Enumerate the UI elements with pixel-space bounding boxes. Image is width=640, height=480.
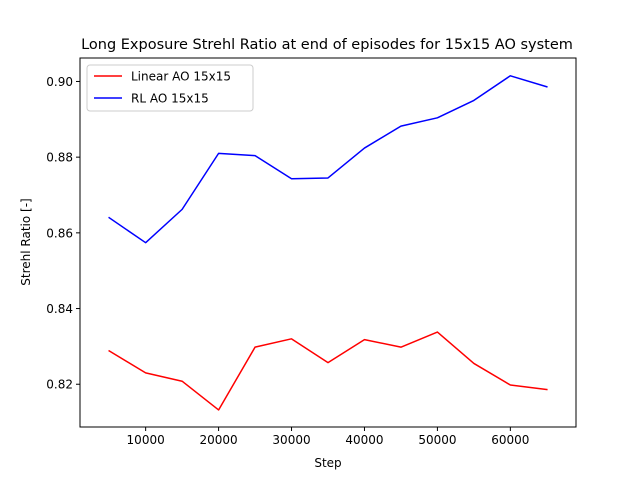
- y-axis-label: Strehl Ratio [-]: [19, 198, 33, 285]
- legend: Linear AO 15x15 RL AO 15x15: [86, 64, 254, 112]
- x-tick-label: 40000: [345, 433, 383, 447]
- x-tick-label: 30000: [272, 433, 310, 447]
- y-tick-label: 0.86: [46, 226, 73, 240]
- chart-title: Long Exposure Strehl Ratio at end of epi…: [81, 37, 573, 53]
- y-tick-label: 0.90: [46, 75, 73, 89]
- y-axis-ticks: 0.82 0.84 0.86 0.88 0.90: [46, 75, 80, 392]
- series-line-rl-ao: [108, 75, 548, 244]
- y-tick-label: 0.82: [46, 378, 73, 392]
- x-tick-label: 60000: [491, 433, 529, 447]
- x-axis-label: Step: [314, 456, 341, 470]
- legend-label-rl-ao: RL AO 15x15: [131, 92, 209, 106]
- x-tick-label: 10000: [127, 433, 165, 447]
- series-line-linear-ao: [108, 331, 548, 411]
- series-layer: [108, 75, 548, 411]
- plot-area: [79, 57, 577, 428]
- y-tick-label: 0.88: [46, 151, 73, 165]
- y-tick-label: 0.84: [46, 302, 73, 316]
- legend-label-linear-ao: Linear AO 15x15: [131, 70, 231, 84]
- x-tick-label: 20000: [199, 433, 237, 447]
- plot-frame: [79, 57, 577, 428]
- x-axis-ticks: 10000 20000 30000 40000 50000 60000: [127, 427, 529, 447]
- x-tick-label: 50000: [418, 433, 456, 447]
- legend-box: [86, 64, 254, 112]
